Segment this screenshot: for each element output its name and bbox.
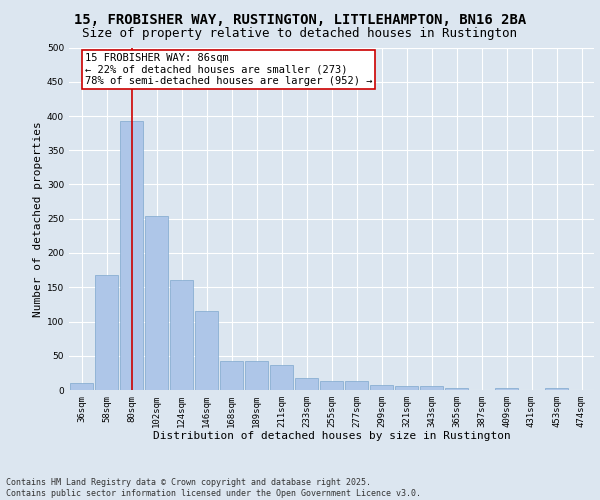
Bar [170,280,193,390]
Bar [495,388,518,390]
Bar [145,216,168,390]
Bar [195,311,218,390]
Bar [395,386,418,390]
Bar [545,388,568,390]
Text: Size of property relative to detached houses in Rustington: Size of property relative to detached ho… [83,28,517,40]
Bar [270,364,293,390]
Bar [445,388,468,390]
Bar [320,381,343,390]
Text: 15 FROBISHER WAY: 86sqm
← 22% of detached houses are smaller (273)
78% of semi-d: 15 FROBISHER WAY: 86sqm ← 22% of detache… [85,52,372,86]
Bar [120,121,143,390]
Text: Contains HM Land Registry data © Crown copyright and database right 2025.
Contai: Contains HM Land Registry data © Crown c… [6,478,421,498]
Bar [420,386,443,390]
Y-axis label: Number of detached properties: Number of detached properties [33,121,43,316]
Bar [295,378,318,390]
Bar [220,360,243,390]
Bar [70,383,93,390]
X-axis label: Distribution of detached houses by size in Rustington: Distribution of detached houses by size … [152,432,511,442]
Bar [370,384,393,390]
Text: 15, FROBISHER WAY, RUSTINGTON, LITTLEHAMPTON, BN16 2BA: 15, FROBISHER WAY, RUSTINGTON, LITTLEHAM… [74,12,526,26]
Bar [95,275,118,390]
Bar [345,381,368,390]
Bar [245,360,268,390]
